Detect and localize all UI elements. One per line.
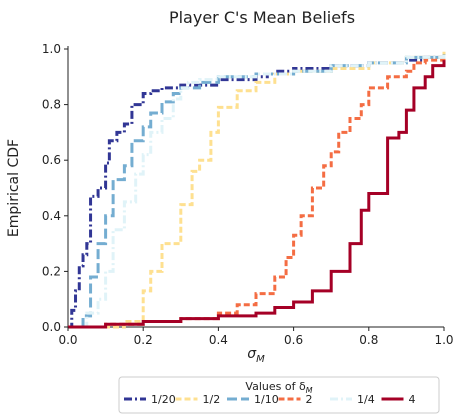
x-tick-label: 0.4	[209, 333, 228, 347]
y-axis-label: Empirical CDF	[6, 139, 22, 237]
y-tick-label: 1.0	[42, 42, 61, 56]
series-line-2	[68, 57, 446, 329]
legend-title-base: Values of δ	[245, 380, 306, 393]
legend-item-1-4: 1/4	[330, 393, 375, 406]
x-axis-label-base: σ	[247, 346, 257, 362]
legend-label: 1/20	[151, 393, 176, 406]
series-line-1-4	[68, 54, 446, 329]
x-tick-label: 0.6	[284, 333, 303, 347]
y-tick-label: 0.6	[42, 153, 61, 167]
y-tick-label: 0.2	[42, 264, 61, 278]
legend-title: Values of δM	[245, 380, 312, 395]
y-tick-label: 0.4	[42, 209, 61, 223]
legend-label: 1/10	[254, 393, 279, 406]
x-axis-label-sub: M	[256, 354, 265, 365]
legend-label: 4	[409, 393, 416, 406]
legend-title-sub: M	[306, 386, 313, 395]
legend-frame	[118, 376, 440, 414]
y-tick-label: 0.0	[42, 320, 61, 334]
series-line-1-2	[68, 51, 446, 329]
legend-item-1-2: 1/2	[175, 393, 221, 406]
chart-title: Player C's Mean Beliefs	[169, 8, 355, 27]
legend-items: 1/20 1/2 1/10 2 1/4 4	[124, 393, 416, 406]
y-tick-label: 0.8	[42, 98, 61, 112]
x-tick-label: 1.0	[434, 333, 453, 347]
legend-item-1-20: 1/20	[124, 393, 176, 406]
axes	[67, 46, 444, 328]
legend-label: 2	[306, 393, 313, 406]
ticks: 0.0 0.2 0.4 0.6 0.8 1.0 0.0 0.2 0.4 0.6 0.8 1.0	[42, 42, 454, 347]
legend: Values of δM 1/20 1/2 1/10 2 1/4 4	[118, 376, 440, 414]
x-tick-label: 0.0	[58, 333, 77, 347]
series-line-4	[68, 60, 446, 329]
series-line-1-20	[68, 54, 446, 329]
x-axis-label: σM	[247, 346, 265, 365]
x-tick-label: 0.8	[359, 333, 378, 347]
legend-label: 1/4	[357, 393, 375, 406]
series-layer	[68, 51, 446, 329]
legend-item-2: 2	[278, 393, 313, 406]
x-tick-label: 0.2	[134, 333, 153, 347]
legend-label: 1/2	[203, 393, 221, 406]
legend-item-4: 4	[381, 393, 416, 406]
series-line-1-10	[68, 54, 446, 329]
legend-item-1-10: 1/10	[227, 393, 279, 406]
